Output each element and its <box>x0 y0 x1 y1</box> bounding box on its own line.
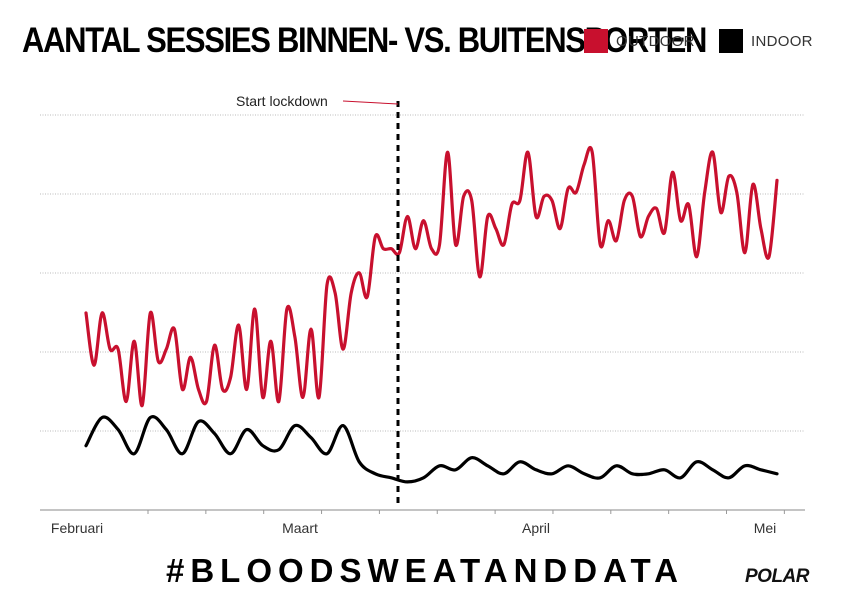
series-line-indoor <box>84 415 779 484</box>
legend-outdoor-swatch <box>584 29 608 53</box>
chart-grid <box>40 114 805 511</box>
x-axis: Februari Maart April Mei <box>51 510 785 536</box>
x-tick-label: Mei <box>754 520 777 536</box>
legend-indoor: INDOOR <box>719 29 813 53</box>
polar-logo: POLAR <box>745 566 810 587</box>
x-tick-label: Maart <box>282 520 318 536</box>
chart-series <box>84 145 779 484</box>
legend-indoor-label: INDOOR <box>751 32 813 50</box>
legend-outdoor-label: OUTDOOR <box>616 32 695 50</box>
lockdown-label: Start lockdown <box>236 93 328 109</box>
lockdown-leader <box>342 100 399 105</box>
lockdown-annotation: Start lockdown <box>236 93 400 508</box>
hashtag: #BLOODSWEATANDDATA <box>165 552 685 589</box>
x-tick-label: April <box>522 520 550 536</box>
x-tick-label: Februari <box>51 520 103 536</box>
legend-outdoor: OUTDOOR <box>584 29 695 53</box>
series-line-outdoor <box>84 145 779 408</box>
chart-plot: Februari Maart April Mei Start lockdown <box>40 93 805 536</box>
legend-indoor-swatch <box>719 29 743 53</box>
